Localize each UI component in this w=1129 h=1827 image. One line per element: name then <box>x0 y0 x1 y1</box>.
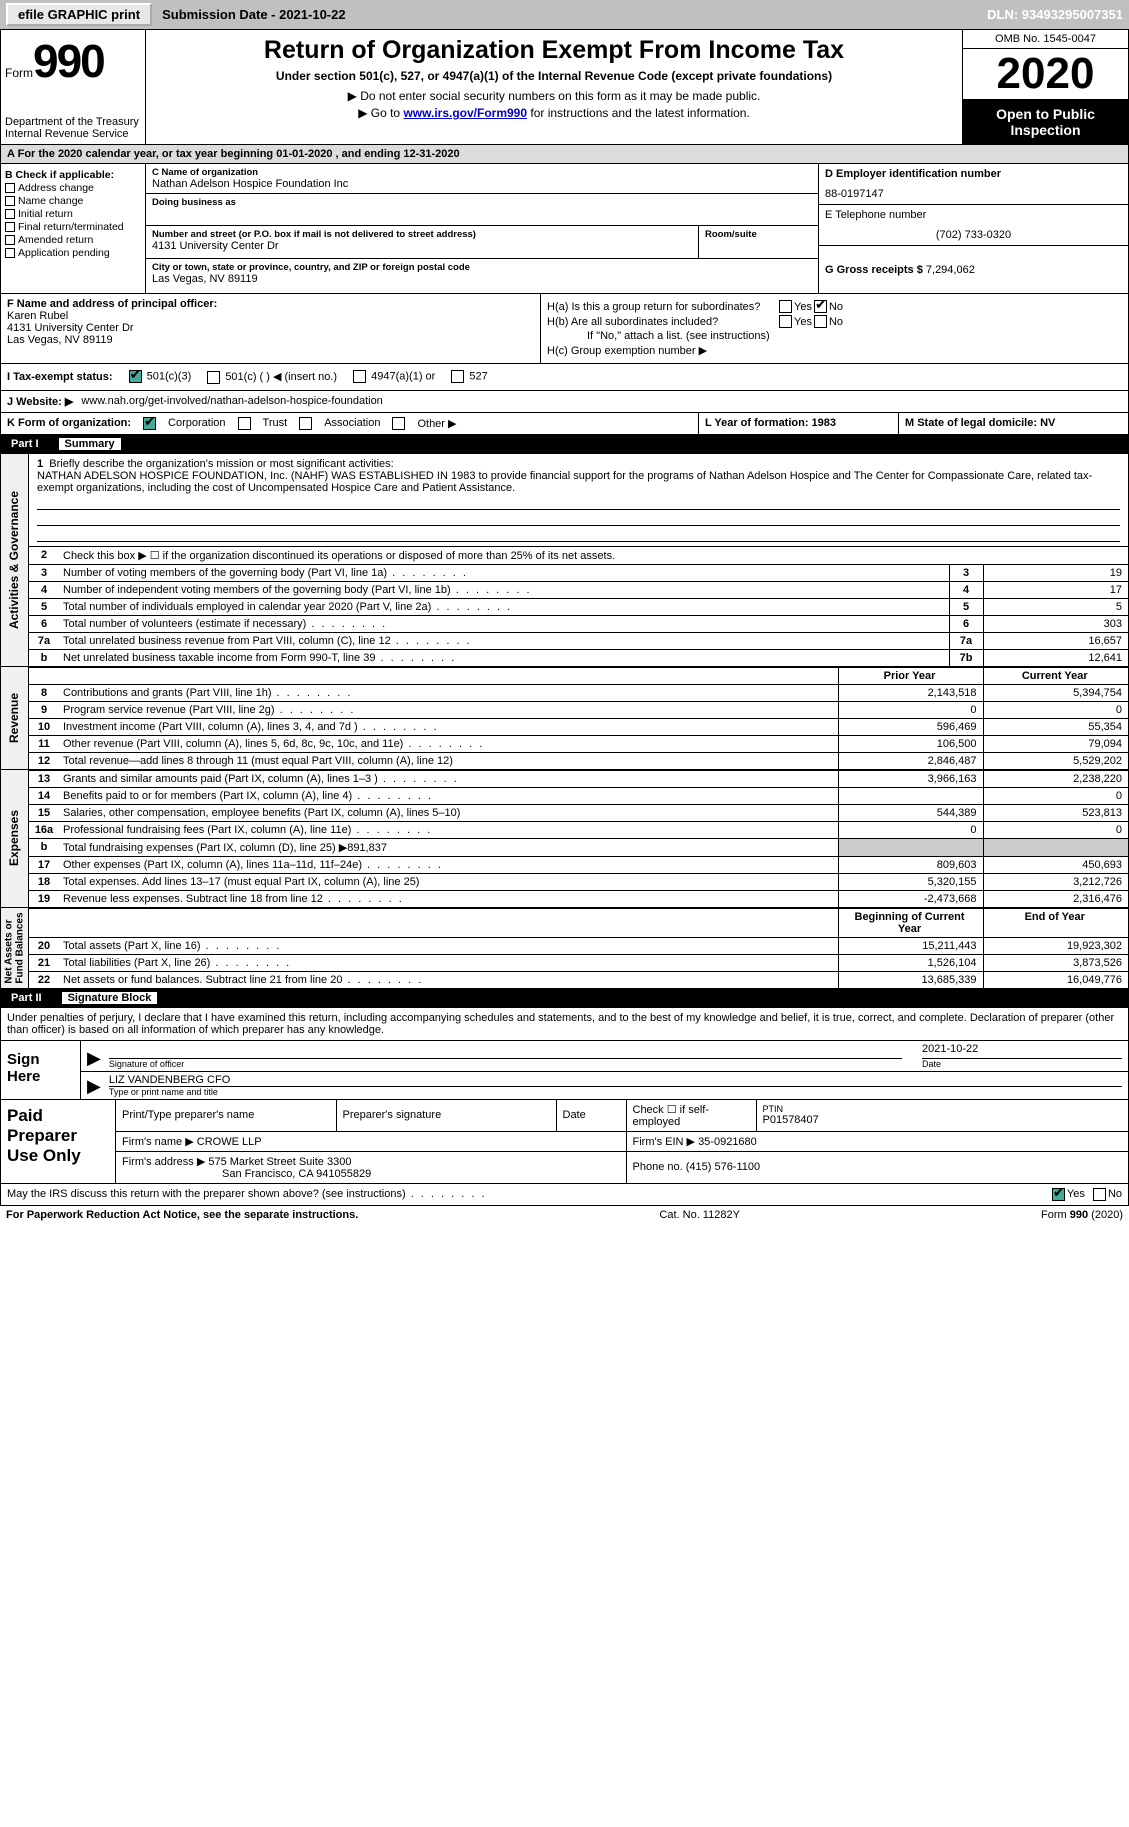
phone: (702) 733-0320 <box>825 229 1122 241</box>
firm-name: CROWE LLP <box>197 1136 262 1148</box>
officer-addr2: Las Vegas, NV 89119 <box>7 334 534 346</box>
section-d: D Employer identification number 88-0197… <box>818 164 1128 293</box>
net-assets-section: Net Assets orFund Balances Beginning of … <box>0 908 1129 989</box>
department: Department of the Treasury Internal Reve… <box>5 116 141 140</box>
sign-here-block: Sign Here ▶ Signature of officer 2021-10… <box>0 1041 1129 1100</box>
ein-label: D Employer identification number <box>825 168 1122 180</box>
city-label: City or town, state or province, country… <box>152 262 812 273</box>
vtab-expenses: Expenses <box>8 810 22 866</box>
goto-note: ▶ Go to www.irs.gov/Form990 for instruct… <box>154 106 954 120</box>
vtab-revenue: Revenue <box>8 693 22 743</box>
form-header: Form990 Department of the Treasury Inter… <box>0 29 1129 145</box>
revenue-section: Revenue Prior YearCurrent Year 8Contribu… <box>0 667 1129 770</box>
footer: For Paperwork Reduction Act Notice, see … <box>0 1206 1129 1224</box>
form-of-org-row: K Form of organization: Corporation Trus… <box>0 413 1129 435</box>
officer-label: F Name and address of principal officer: <box>7 298 534 310</box>
ssn-note: ▶ Do not enter social security numbers o… <box>154 89 954 103</box>
activities-governance: Activities & Governance 1 Briefly descri… <box>0 454 1129 667</box>
open-to-public: Open to Public Inspection <box>963 100 1128 144</box>
entity-block: B Check if applicable: Address change Na… <box>0 164 1129 294</box>
phone-label: E Telephone number <box>825 209 1122 221</box>
tax-year: 2020 <box>963 49 1128 100</box>
expenses-section: Expenses 13Grants and similar amounts pa… <box>0 770 1129 908</box>
vtab-activities: Activities & Governance <box>8 491 22 629</box>
dba-label: Doing business as <box>152 197 812 208</box>
part1-header: Part ISummary <box>0 435 1129 454</box>
officer-name: Karen Rubel <box>7 310 534 322</box>
street: 4131 University Center Dr <box>152 240 692 252</box>
paid-preparer-block: Paid Preparer Use Only Print/Type prepar… <box>0 1100 1129 1184</box>
form990-link[interactable]: www.irs.gov/Form990 <box>403 106 527 120</box>
form-subtitle: Under section 501(c), 527, or 4947(a)(1)… <box>154 69 954 83</box>
vtab-netassets: Net Assets orFund Balances <box>4 912 26 983</box>
gross-receipts: 7,294,062 <box>926 264 975 276</box>
dln: DLN: 93493295007351 <box>987 7 1123 22</box>
section-b: B Check if applicable: Address change Na… <box>1 164 146 293</box>
topbar: efile GRAPHIC print Submission Date - 20… <box>0 0 1129 29</box>
org-name: Nathan Adelson Hospice Foundation Inc <box>152 178 812 190</box>
room-label: Room/suite <box>705 229 812 240</box>
firm-ein: 35-0921680 <box>698 1136 757 1148</box>
efile-print-button[interactable]: efile GRAPHIC print <box>6 3 152 26</box>
calendar-year-line: A For the 2020 calendar year, or tax yea… <box>0 145 1129 164</box>
form-number: Form990 <box>5 34 141 88</box>
city: Las Vegas, NV 89119 <box>152 273 812 285</box>
officer-addr1: 4131 University Center Dr <box>7 322 534 334</box>
discuss-row: May the IRS discuss this return with the… <box>0 1184 1129 1206</box>
mission-text: NATHAN ADELSON HOSPICE FOUNDATION, Inc. … <box>37 470 1120 494</box>
ein: 88-0197147 <box>825 188 1122 200</box>
website-url: www.nah.org/get-involved/nathan-adelson-… <box>81 395 382 408</box>
org-name-label: C Name of organization <box>152 167 812 178</box>
officer-signed: LIZ VANDENBERG CFO <box>109 1074 1122 1087</box>
omb-number: OMB No. 1545-0047 <box>963 30 1128 49</box>
website-row: J Website: ▶ www.nah.org/get-involved/na… <box>0 391 1129 413</box>
part2-header: Part IISignature Block <box>0 989 1129 1008</box>
signature-declaration: Under penalties of perjury, I declare th… <box>0 1008 1129 1041</box>
form-title: Return of Organization Exempt From Incom… <box>154 36 954 65</box>
tax-status-row: I Tax-exempt status: 501(c)(3) 501(c) ( … <box>0 364 1129 391</box>
street-label: Number and street (or P.O. box if mail i… <box>152 229 692 240</box>
officer-block: F Name and address of principal officer:… <box>0 294 1129 364</box>
firm-phone: (415) 576-1100 <box>686 1161 760 1173</box>
submission-date: Submission Date - 2021-10-22 <box>162 7 346 22</box>
gross-label: G Gross receipts $ <box>825 264 923 276</box>
